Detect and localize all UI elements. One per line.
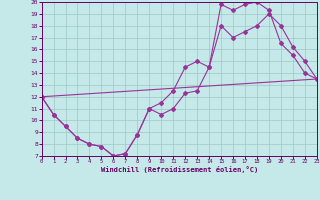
X-axis label: Windchill (Refroidissement éolien,°C): Windchill (Refroidissement éolien,°C): [100, 166, 258, 173]
